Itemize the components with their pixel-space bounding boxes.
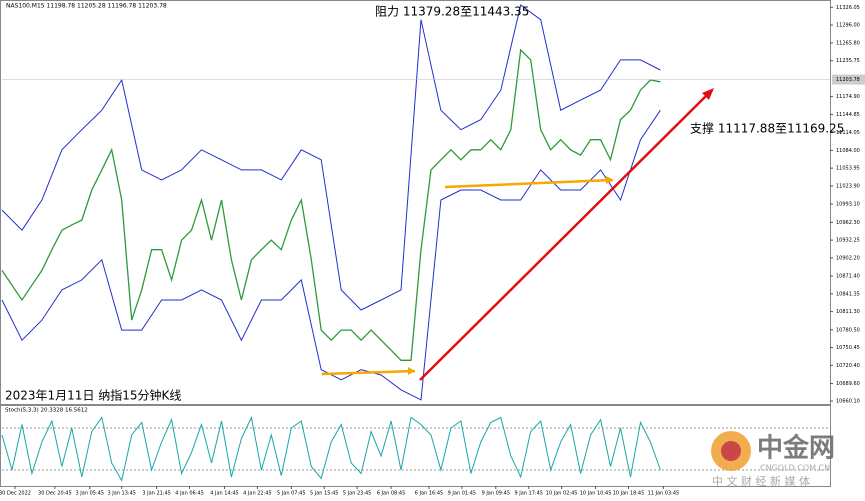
last-price-label: 11203.78 bbox=[836, 77, 860, 83]
y-tick-label: 10962.30 bbox=[836, 220, 860, 226]
series-line bbox=[1, 415, 661, 482]
watermark: 中金网 CNGOLD.COM.CN 中 文 财 经 新 媒 体 bbox=[711, 431, 835, 488]
x-tick-label: 5 Jan 07:45 bbox=[277, 491, 305, 497]
series-line bbox=[1, 48, 661, 361]
x-tick-label: 6 Jan 08:45 bbox=[377, 491, 405, 497]
stoch-title: Stoch(5,3,3) 20.3328 16.5612 bbox=[5, 408, 88, 414]
y-tick-label: 10720.40 bbox=[836, 363, 860, 369]
x-tick-label: 10 Jan 02:45 bbox=[546, 491, 578, 497]
arrow-head bbox=[408, 367, 415, 375]
y-tick-label: 11265.80 bbox=[836, 40, 860, 46]
y-tick-label: 10660.10 bbox=[836, 398, 860, 404]
y-tick-label: 10689.60 bbox=[836, 381, 860, 387]
support-line bbox=[444, 178, 613, 189]
y-tick-label: 11114.05 bbox=[836, 130, 860, 136]
x-tick-label: 3 Jan 13:45 bbox=[107, 491, 135, 497]
watermark-text: CNGOLD.COM.CN bbox=[760, 464, 830, 473]
annotation: 阻力 11379.28至11443.35 bbox=[375, 5, 529, 19]
x-tick-label: 3 Jan 05:45 bbox=[76, 491, 104, 497]
x-tick-label: 10 Jan 18:45 bbox=[613, 491, 645, 497]
y-tick-label: 11174.90 bbox=[836, 94, 860, 100]
x-tick-label: 30 Dec 20:45 bbox=[38, 491, 72, 497]
price-panel bbox=[0, 0, 831, 405]
x-tick-label: 4 Jan 14:45 bbox=[210, 491, 238, 497]
x-tick-label: 4 Jan 06:45 bbox=[175, 491, 203, 497]
y-tick-label: 10902.20 bbox=[836, 255, 860, 261]
y-tick-label: 11235.75 bbox=[836, 58, 860, 64]
y-tick-label: 11144.85 bbox=[836, 112, 860, 118]
y-tick-label: 11084.00 bbox=[836, 148, 860, 154]
y-tick-label: 11326.05 bbox=[836, 5, 860, 11]
y-tick-label: 10811.30 bbox=[836, 309, 860, 315]
logo bbox=[721, 441, 741, 461]
series-line bbox=[1, 4, 661, 311]
chart-title: NAS100,M15 11198.78 11205.28 11196.78 11… bbox=[6, 3, 167, 10]
stoch-panel bbox=[0, 405, 831, 487]
x-tick-label: 30 Dec 2022 bbox=[0, 491, 31, 497]
x-tick-label: 3 Jan 21:45 bbox=[142, 491, 170, 497]
watermark-text: 中金网 bbox=[757, 433, 835, 464]
y-tick-label: 10932.25 bbox=[836, 238, 860, 244]
y-tick-label: 10993.10 bbox=[836, 202, 860, 208]
x-tick-label: 5 Jan 15:45 bbox=[310, 491, 338, 497]
y-tick-label: 10871.40 bbox=[836, 274, 860, 280]
annotation: 2023年1月11日 纳指15分钟K线 bbox=[5, 388, 181, 403]
y-tick-label: 10750.45 bbox=[836, 345, 860, 351]
last-price-box bbox=[832, 74, 865, 85]
arrow-head bbox=[606, 176, 614, 184]
x-tick-label: 6 Jan 16:45 bbox=[415, 491, 443, 497]
annotation: 支撑 11117.88至11169.25 bbox=[690, 121, 844, 136]
y-tick-label: 11296.00 bbox=[836, 23, 860, 29]
x-tick-label: 4 Jan 22:45 bbox=[243, 491, 271, 497]
x-tick-label: 9 Jan 09:45 bbox=[482, 491, 510, 497]
y-tick-label: 10780.50 bbox=[836, 327, 860, 333]
y-tick-label: 10841.35 bbox=[836, 291, 860, 297]
arrow-head bbox=[702, 88, 714, 100]
trend-line bbox=[419, 93, 709, 381]
x-tick-label: 9 Jan 17:45 bbox=[514, 491, 542, 497]
x-tick-label: 11 Jan 03:45 bbox=[648, 491, 680, 497]
x-tick-label: 9 Jan 01:45 bbox=[448, 491, 476, 497]
y-tick-label: 11023.90 bbox=[836, 183, 860, 189]
x-tick-label: 5 Jan 23:45 bbox=[343, 491, 371, 497]
x-tick-label: 10 Jan 10:45 bbox=[580, 491, 612, 497]
watermark-text: 中 文 财 经 新 媒 体 bbox=[712, 474, 810, 488]
support-line bbox=[321, 369, 416, 376]
y-tick-label: 11053.95 bbox=[836, 166, 860, 172]
